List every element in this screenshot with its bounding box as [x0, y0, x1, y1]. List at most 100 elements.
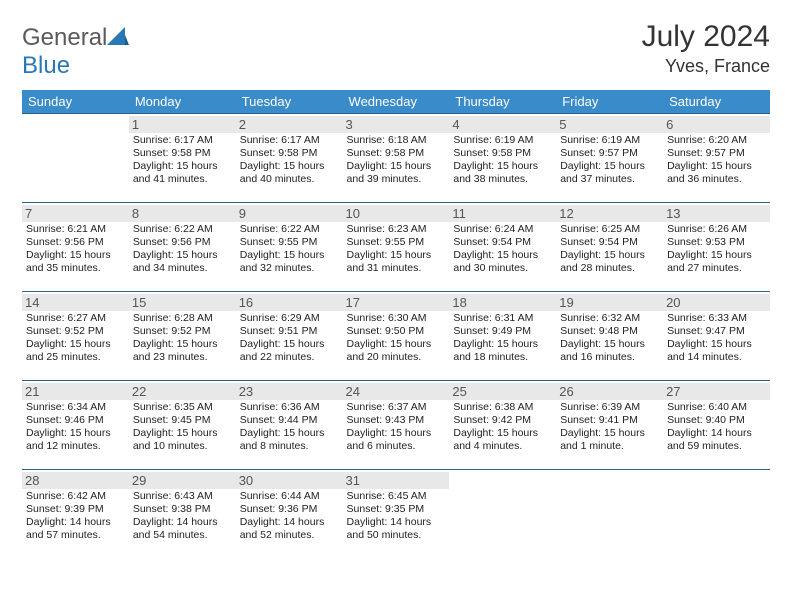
daylight-line2: and 6 minutes. — [347, 440, 446, 453]
daylight-line1: Daylight: 15 hours — [453, 249, 552, 262]
sunrise-line: Sunrise: 6:45 AM — [347, 490, 446, 503]
sunrise-line: Sunrise: 6:19 AM — [560, 134, 659, 147]
sunset-line: Sunset: 9:44 PM — [240, 414, 339, 427]
calendar-day-cell: 31Sunrise: 6:45 AMSunset: 9:35 PMDayligh… — [343, 470, 450, 559]
sunset-line: Sunset: 9:58 PM — [453, 147, 552, 160]
sunrise-line: Sunrise: 6:19 AM — [453, 134, 552, 147]
daylight-line2: and 23 minutes. — [133, 351, 232, 364]
day-number: 16 — [236, 294, 343, 311]
sunset-line: Sunset: 9:53 PM — [667, 236, 766, 249]
sunrise-line: Sunrise: 6:37 AM — [347, 401, 446, 414]
sunrise-line: Sunrise: 6:27 AM — [26, 312, 125, 325]
day-number: 8 — [129, 205, 236, 222]
daylight-line1: Daylight: 15 hours — [347, 160, 446, 173]
calendar-page: GeneralBlue July 2024 Yves, France Sunda… — [0, 0, 792, 578]
sunset-line: Sunset: 9:58 PM — [133, 147, 232, 160]
sunrise-line: Sunrise: 6:21 AM — [26, 223, 125, 236]
day-header: Saturday — [663, 90, 770, 114]
calendar-body: 1Sunrise: 6:17 AMSunset: 9:58 PMDaylight… — [22, 114, 770, 559]
daylight-line1: Daylight: 15 hours — [560, 249, 659, 262]
sunset-line: Sunset: 9:49 PM — [453, 325, 552, 338]
sunset-line: Sunset: 9:55 PM — [347, 236, 446, 249]
day-number: 9 — [236, 205, 343, 222]
day-number: 19 — [556, 294, 663, 311]
sunset-line: Sunset: 9:56 PM — [26, 236, 125, 249]
sunset-line: Sunset: 9:40 PM — [667, 414, 766, 427]
day-header: Sunday — [22, 90, 129, 114]
daylight-line1: Daylight: 15 hours — [240, 427, 339, 440]
calendar-day-cell: 6Sunrise: 6:20 AMSunset: 9:57 PMDaylight… — [663, 114, 770, 203]
daylight-line2: and 37 minutes. — [560, 173, 659, 186]
daylight-line2: and 12 minutes. — [26, 440, 125, 453]
daylight-line2: and 31 minutes. — [347, 262, 446, 275]
day-header: Thursday — [449, 90, 556, 114]
daylight-line1: Daylight: 15 hours — [667, 249, 766, 262]
daylight-line1: Daylight: 15 hours — [560, 427, 659, 440]
sunrise-line: Sunrise: 6:22 AM — [240, 223, 339, 236]
logo-part2: Blue — [22, 52, 70, 79]
sunrise-line: Sunrise: 6:42 AM — [26, 490, 125, 503]
sunset-line: Sunset: 9:56 PM — [133, 236, 232, 249]
daylight-line1: Daylight: 15 hours — [667, 160, 766, 173]
day-details: Sunrise: 6:17 AMSunset: 9:58 PMDaylight:… — [133, 134, 232, 187]
sunset-line: Sunset: 9:42 PM — [453, 414, 552, 427]
day-number: 11 — [449, 205, 556, 222]
day-details: Sunrise: 6:18 AMSunset: 9:58 PMDaylight:… — [347, 134, 446, 187]
daylight-line1: Daylight: 15 hours — [133, 338, 232, 351]
calendar-day-cell: 1Sunrise: 6:17 AMSunset: 9:58 PMDaylight… — [129, 114, 236, 203]
header: GeneralBlue July 2024 Yves, France — [22, 20, 770, 80]
day-header: Wednesday — [343, 90, 450, 114]
sunset-line: Sunset: 9:52 PM — [26, 325, 125, 338]
day-details: Sunrise: 6:23 AMSunset: 9:55 PMDaylight:… — [347, 223, 446, 276]
daylight-line2: and 57 minutes. — [26, 529, 125, 542]
day-details: Sunrise: 6:44 AMSunset: 9:36 PMDaylight:… — [240, 490, 339, 543]
calendar-day-cell: 18Sunrise: 6:31 AMSunset: 9:49 PMDayligh… — [449, 292, 556, 381]
daylight-line2: and 34 minutes. — [133, 262, 232, 275]
day-details: Sunrise: 6:42 AMSunset: 9:39 PMDaylight:… — [26, 490, 125, 543]
daylight-line2: and 40 minutes. — [240, 173, 339, 186]
daylight-line1: Daylight: 14 hours — [347, 516, 446, 529]
day-number: 25 — [449, 383, 556, 400]
logo-text: GeneralBlue — [22, 24, 129, 80]
day-number: 5 — [556, 116, 663, 133]
calendar-day-cell: 28Sunrise: 6:42 AMSunset: 9:39 PMDayligh… — [22, 470, 129, 559]
sunrise-line: Sunrise: 6:33 AM — [667, 312, 766, 325]
daylight-line1: Daylight: 15 hours — [347, 427, 446, 440]
sunset-line: Sunset: 9:55 PM — [240, 236, 339, 249]
calendar-day-cell: 8Sunrise: 6:22 AMSunset: 9:56 PMDaylight… — [129, 203, 236, 292]
day-details: Sunrise: 6:25 AMSunset: 9:54 PMDaylight:… — [560, 223, 659, 276]
sunset-line: Sunset: 9:35 PM — [347, 503, 446, 516]
sunrise-line: Sunrise: 6:38 AM — [453, 401, 552, 414]
daylight-line2: and 50 minutes. — [347, 529, 446, 542]
logo-triangle-icon — [107, 27, 129, 45]
sunrise-line: Sunrise: 6:17 AM — [240, 134, 339, 147]
day-details: Sunrise: 6:29 AMSunset: 9:51 PMDaylight:… — [240, 312, 339, 365]
daylight-line2: and 22 minutes. — [240, 351, 339, 364]
calendar-week-row: 21Sunrise: 6:34 AMSunset: 9:46 PMDayligh… — [22, 381, 770, 470]
calendar-day-cell: 4Sunrise: 6:19 AMSunset: 9:58 PMDaylight… — [449, 114, 556, 203]
sunrise-line: Sunrise: 6:17 AM — [133, 134, 232, 147]
daylight-line1: Daylight: 14 hours — [240, 516, 339, 529]
calendar-day-cell: 3Sunrise: 6:18 AMSunset: 9:58 PMDaylight… — [343, 114, 450, 203]
location-label: Yves, France — [642, 56, 770, 77]
day-number: 6 — [663, 116, 770, 133]
sunrise-line: Sunrise: 6:29 AM — [240, 312, 339, 325]
calendar-empty-cell — [556, 470, 663, 559]
sunset-line: Sunset: 9:41 PM — [560, 414, 659, 427]
day-number: 23 — [236, 383, 343, 400]
day-header: Tuesday — [236, 90, 343, 114]
calendar-day-cell: 7Sunrise: 6:21 AMSunset: 9:56 PMDaylight… — [22, 203, 129, 292]
sunrise-line: Sunrise: 6:18 AM — [347, 134, 446, 147]
daylight-line1: Daylight: 14 hours — [26, 516, 125, 529]
sunrise-line: Sunrise: 6:20 AM — [667, 134, 766, 147]
sunset-line: Sunset: 9:45 PM — [133, 414, 232, 427]
calendar-week-row: 1Sunrise: 6:17 AMSunset: 9:58 PMDaylight… — [22, 114, 770, 203]
day-number: 17 — [343, 294, 450, 311]
day-number: 1 — [129, 116, 236, 133]
day-details: Sunrise: 6:30 AMSunset: 9:50 PMDaylight:… — [347, 312, 446, 365]
calendar-week-row: 7Sunrise: 6:21 AMSunset: 9:56 PMDaylight… — [22, 203, 770, 292]
sunset-line: Sunset: 9:57 PM — [560, 147, 659, 160]
sunset-line: Sunset: 9:48 PM — [560, 325, 659, 338]
day-details: Sunrise: 6:36 AMSunset: 9:44 PMDaylight:… — [240, 401, 339, 454]
daylight-line1: Daylight: 15 hours — [133, 427, 232, 440]
